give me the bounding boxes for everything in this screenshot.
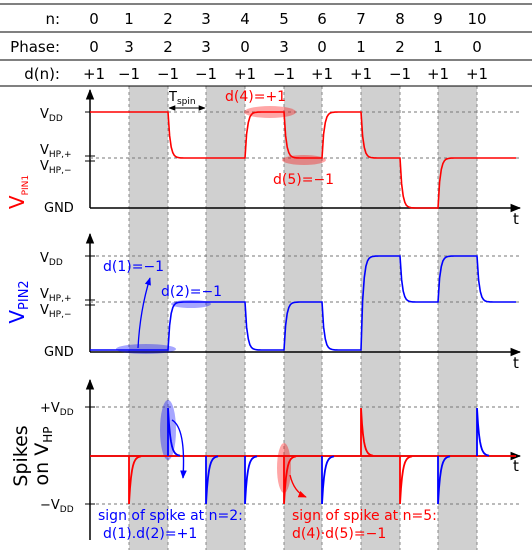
interval-shade-3 — [206, 86, 245, 550]
interval-shade-1 — [129, 86, 168, 550]
table-row-label: Phase: — [10, 38, 60, 56]
panel2-x-label: t — [513, 354, 519, 372]
spike-n9 — [437, 455, 451, 505]
table-cell: 0 — [472, 38, 482, 56]
panel3-x-label: t — [513, 457, 519, 475]
vpin1-waveform — [90, 111, 516, 209]
tick-vdd: VDD — [40, 107, 63, 124]
spike-n2 — [167, 407, 181, 457]
tspin-marker: Tspin — [168, 90, 206, 111]
tick-plus-vdd: +VDD — [40, 401, 74, 418]
interval-shade-5 — [284, 86, 322, 550]
annotation-d1: d(1)=−1 — [103, 259, 164, 275]
highlight-d5 — [282, 155, 326, 165]
arrow-d1 — [137, 277, 151, 349]
table-cell: 2 — [163, 38, 173, 56]
table-cell: 0 — [89, 10, 99, 28]
table-cell: 9 — [433, 10, 443, 28]
spike-n8 — [399, 455, 413, 505]
spike-n4 — [244, 455, 258, 505]
tick-vhp-minus: VHP,− — [40, 303, 72, 320]
table-cell: +1 — [427, 65, 449, 83]
table-cell: 3 — [201, 10, 211, 28]
tick-vhp-minus: VHP,− — [40, 159, 72, 176]
panel1-ticks: VDD VHP,+ VHP,− GND — [40, 107, 95, 216]
odd-interval-shading — [129, 86, 477, 550]
annotation-d4: d(4)=+1 — [225, 89, 286, 105]
table-cell: −1 — [273, 65, 295, 83]
table-cell: 3 — [279, 38, 289, 56]
annotation-spike-n5-line1: sign of spike at n=5: — [292, 508, 437, 524]
panel1-ylabel: VPIN1 — [5, 175, 31, 209]
table-cell: 6 — [317, 10, 327, 28]
interval-shade-7 — [361, 86, 400, 550]
table-cell: 0 — [89, 38, 99, 56]
table-cell: +1 — [83, 65, 105, 83]
panel3-ylabel-line1: Spikes — [10, 425, 32, 486]
tick-gnd: GND — [44, 201, 74, 216]
tick-vhp-plus: VHP,+ — [40, 287, 72, 304]
table-cell: 5 — [279, 10, 289, 28]
table-cell: 3 — [124, 38, 134, 56]
table-cell: +1 — [311, 65, 333, 83]
vpin2-waveform — [90, 255, 516, 351]
highlight-d1 — [116, 344, 176, 354]
table-cell: 10 — [467, 10, 486, 28]
table-row-label: n: — [45, 10, 60, 28]
annotation-d5: d(5)=−1 — [273, 172, 334, 188]
table-row-label: d(n): — [24, 65, 60, 83]
spike-n5 — [283, 455, 297, 505]
table-cell: 1 — [433, 38, 443, 56]
panel2-ylabel: VPIN2 — [5, 280, 32, 323]
annotation-spike-n2-line1: sign of spike at n=2: — [98, 508, 243, 524]
arrow-spike-n5 — [289, 474, 307, 498]
tick-gnd: GND — [44, 345, 74, 360]
annotation-d2: d(2)=−1 — [161, 284, 222, 300]
table-cell: 0 — [240, 38, 250, 56]
interval-shade-9 — [438, 86, 477, 550]
spikes — [128, 407, 490, 505]
table-cell: 3 — [201, 38, 211, 56]
table-cell: 7 — [356, 10, 366, 28]
tick-minus-vdd: −VDD — [40, 498, 74, 515]
table-cell: 0 — [317, 38, 327, 56]
annotation-spike-n2-line2: d(1).d(2)=+1 — [103, 526, 197, 542]
spike-n10 — [476, 407, 490, 457]
tick-vdd: VDD — [40, 251, 63, 268]
panel3-ylabel-line2: on VHP — [31, 427, 55, 486]
panel-vpin1: VPIN1 t VDD VHP,+ VHP,− GND d(4)=+1 d(5)… — [5, 88, 522, 228]
table-cell: 1 — [124, 10, 134, 28]
table-cell: +1 — [350, 65, 372, 83]
svg-text:Tspin: Tspin — [168, 90, 196, 107]
panel-spikes: Spikes on VHP t +VDD −VDD sign of spike … — [10, 378, 522, 542]
tick-vhp-plus: VHP,+ — [40, 143, 72, 160]
spike-n6 — [321, 455, 335, 505]
table-cell: +1 — [466, 65, 488, 83]
table-cell: 2 — [163, 10, 173, 28]
table-cell: −1 — [118, 65, 140, 83]
table-cell: −1 — [195, 65, 217, 83]
panel1-x-label: t — [513, 210, 519, 228]
table-cell: 8 — [395, 10, 405, 28]
spike-n7 — [360, 407, 374, 457]
table-cell: 4 — [240, 10, 250, 28]
table-cell: −1 — [157, 65, 179, 83]
panel2-ticks: VDD VHP,+ VHP,− GND — [40, 251, 95, 360]
panel-vpin2: VPIN2 t VDD VHP,+ VHP,− GND d(1)=−1 d(2)… — [5, 232, 522, 372]
table-cell: +1 — [234, 65, 256, 83]
spike-n3 — [205, 455, 219, 505]
table-cell: 1 — [356, 38, 366, 56]
arrow-spike-n2 — [171, 419, 187, 479]
spike-n1 — [128, 455, 142, 505]
table-cell: 2 — [395, 38, 405, 56]
annotation-spike-n5-line2: d(4)·d(5)=−1 — [292, 526, 386, 542]
table-cell: −1 — [389, 65, 411, 83]
